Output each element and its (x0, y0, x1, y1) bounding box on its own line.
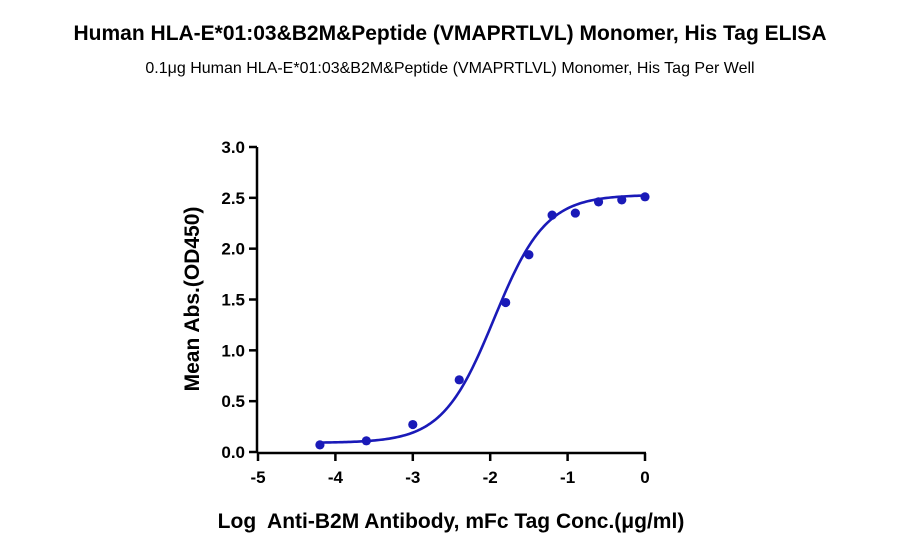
x-tick-label: -3 (405, 468, 420, 487)
chart-subtitle: 0.1μg Human HLA-E*01:03&B2M&Peptide (VMA… (145, 60, 755, 77)
y-tick-label: 1.5 (221, 291, 245, 310)
data-point (501, 297, 511, 308)
x-tick-label: -2 (483, 468, 498, 487)
y-axis-title: Mean Abs.(OD450) (181, 207, 204, 392)
x-tick-label: -4 (328, 468, 344, 487)
data-point (408, 419, 418, 430)
data-point (640, 192, 650, 202)
y-tick-label: 1.0 (221, 341, 245, 360)
x-tick-label: -1 (560, 468, 575, 487)
y-tick-label: 3.0 (221, 138, 245, 157)
x-tick-label: 0 (640, 468, 649, 487)
data-point (617, 195, 627, 205)
data-point (593, 197, 604, 207)
x-axis-title: Log Anti-B2M Antibody, mFc Tag Conc.(μg/… (218, 510, 685, 533)
fit-curve-layer (319, 194, 646, 444)
data-points-layer (315, 192, 650, 450)
fit-curve (319, 194, 646, 444)
y-tick-label: 2.5 (221, 189, 245, 208)
data-point (315, 440, 325, 450)
y-tick-label: 0.0 (221, 443, 245, 462)
x-tick-label: -5 (250, 468, 265, 487)
data-point (524, 250, 534, 260)
data-point (361, 436, 371, 446)
y-tick-label: 0.5 (221, 392, 245, 411)
data-point (570, 208, 580, 218)
data-point (454, 375, 464, 385)
chart-axes: 0.0 0.5 1.0 1.5 2.0 2.5 3.0 -5 -4 -3 -2 -1 0 (221, 138, 649, 487)
data-point (547, 210, 557, 220)
y-tick-label: 2.0 (221, 240, 245, 259)
chart-title: Human HLA-E*01:03&B2M&Peptide (VMAPRTLVL… (73, 22, 827, 45)
